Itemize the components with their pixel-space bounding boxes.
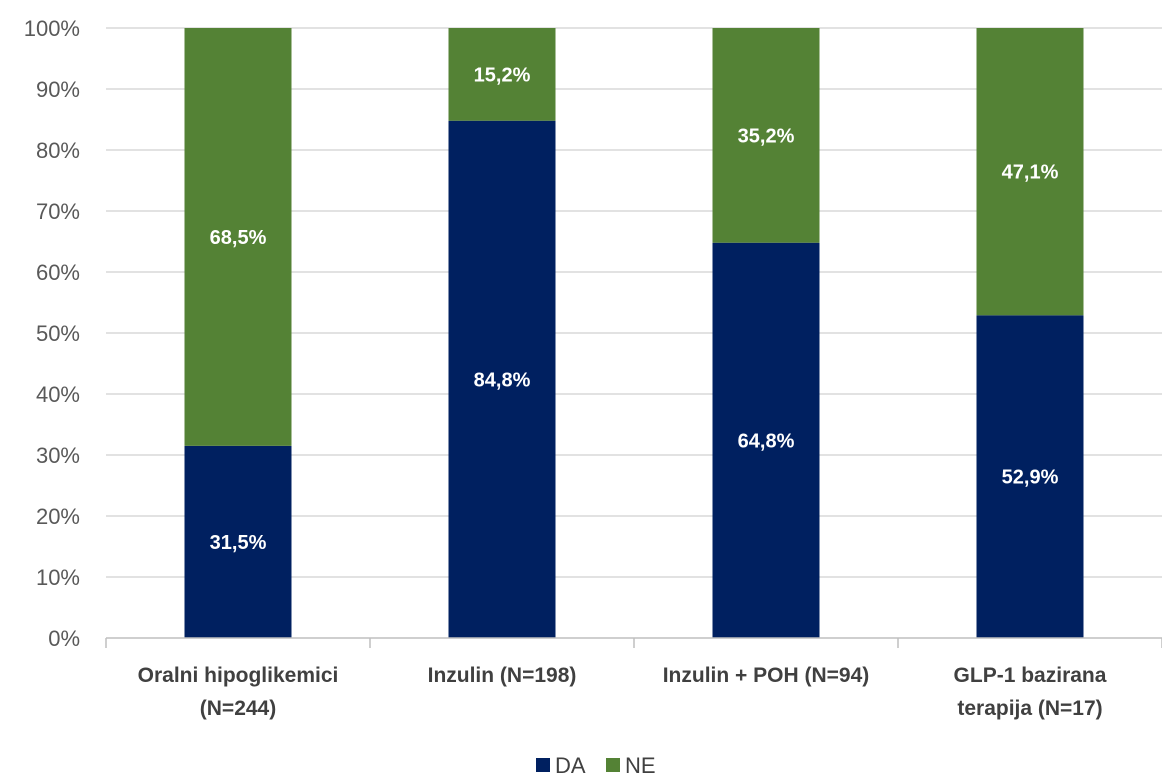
y-tick-label: 0% [48,626,80,651]
category-label: (N=244) [200,697,276,720]
y-axis-tick-labels: 0% 10% 20% 30% 40% 50% 60% 70% 80% 90% 100% [24,16,80,651]
y-tick-label: 30% [36,443,80,468]
legend-swatch-da [536,758,550,772]
bar-segment-ne [184,28,292,446]
data-label: 52,9% [1002,467,1059,489]
y-tick-label: 70% [36,199,80,224]
bar-segment-ne [976,28,1084,316]
y-tick-label: 100% [24,16,80,41]
data-label: 15,2% [474,64,531,86]
category-label: GLP-1 bazirana [954,664,1107,687]
data-label: 35,2% [738,125,795,147]
y-tick-label: 90% [36,77,80,102]
y-tick-label: 50% [36,321,80,346]
data-label: 84,8% [474,369,531,391]
data-label: 64,8% [738,430,795,452]
y-tick-label: 60% [36,260,80,285]
category-label: Inzulin + POH (N=94) [663,664,870,687]
y-tick-label: 80% [36,138,80,163]
bar-segment-ne [448,28,556,121]
bar-segment-ne [712,28,820,243]
category-label: Inzulin (N=198) [428,664,577,687]
category-label: terapija (N=17) [957,697,1102,720]
legend-swatch-ne [606,758,620,772]
y-tick-label: 20% [36,504,80,529]
bar-segment-da [712,242,820,638]
bar-segment-da [448,120,556,639]
y-tick-label: 40% [36,382,80,407]
bar-segment-da [184,445,292,638]
legend-label-ne: NE [625,753,656,776]
data-label: 31,5% [210,532,267,554]
legend: DA NE [536,753,656,776]
data-label: 68,5% [210,227,267,249]
bar-segment-da [976,315,1084,638]
y-tick-label: 10% [36,565,80,590]
category-label: Oralni hipoglikemici [138,664,339,687]
x-axis: Oralni hipoglikemici (N=244) Inzulin (N=19… [105,637,1162,720]
data-label: 47,1% [1002,162,1059,184]
bars: 31,5% 68,5% 84,8% 15,2% 64,8% 35,2% 52,9% 47,1% [184,28,1084,639]
legend-label-da: DA [555,753,586,776]
